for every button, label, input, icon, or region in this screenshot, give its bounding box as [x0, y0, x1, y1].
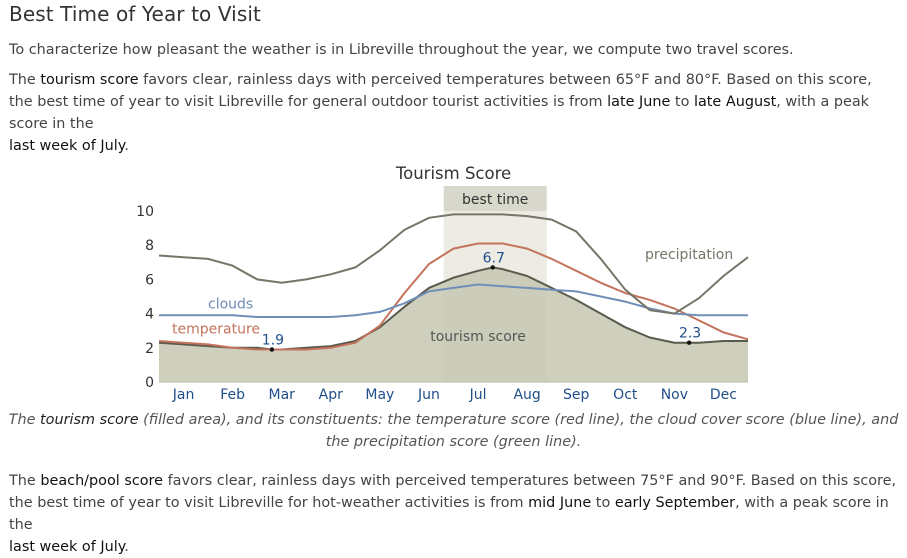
annotation-marker [490, 265, 495, 270]
tourism-score-chart: Tourism Score best time temperature clouds p… [136, 164, 749, 403]
precipitation-series-label: precipitation [645, 247, 733, 263]
clouds-line [159, 283, 748, 318]
caption-score-term: tourism score [40, 412, 139, 428]
tourism-text-4: , with a peak score in the [9, 94, 870, 132]
month-label-jan: Jan [172, 387, 195, 403]
beach-text-4: , with a peak score in the [9, 495, 889, 533]
tourism-peak-date: last week of July [9, 138, 125, 154]
temperature-line [158, 242, 749, 351]
tourism-score-term: tourism score [40, 72, 139, 88]
beach-end-date: early September [614, 495, 736, 511]
best-time-label: best time [462, 192, 528, 208]
month-label-oct: Oct [613, 387, 638, 403]
annotation-label: 2.3 [679, 326, 701, 342]
tourism-text-5: . [124, 138, 129, 154]
tourism-start-date: late June [607, 94, 671, 110]
annotation-label: 1.9 [262, 333, 284, 349]
precipitation-line [158, 213, 749, 315]
section-heading: Best Time of Year to Visit [9, 2, 261, 26]
beach-text-3: to [591, 495, 615, 511]
tourism-score-label: tourism score [430, 329, 526, 345]
clouds-series-label: clouds [208, 296, 253, 312]
tourism-paragraph: The tourism score favors clear, rainless… [9, 69, 899, 157]
annotation-marker [686, 340, 692, 345]
y-tick-label: 8 [145, 238, 154, 254]
tourism-score-area [159, 267, 748, 382]
beach-paragraph: The beach/pool score favors clear, rainl… [9, 470, 899, 558]
beach-text-1: The [9, 473, 41, 489]
chart-caption: The tourism score (filled area), and its… [0, 409, 907, 453]
chart-title: Tourism Score [395, 164, 511, 183]
tourism-text-1: The [9, 72, 41, 88]
month-label-aug: Aug [513, 387, 540, 403]
month-label-feb: Feb [220, 387, 245, 403]
y-tick-label: 2 [145, 341, 154, 357]
month-label-jun: Jun [417, 387, 440, 403]
best-time-header [443, 186, 547, 211]
annotation-marker [269, 347, 275, 352]
annotation-label: 6.7 [483, 250, 505, 266]
beach-text-5: . [124, 539, 129, 555]
month-label-may: May [365, 387, 394, 403]
y-tick-label: 4 [145, 307, 154, 323]
y-tick-label: 6 [145, 272, 154, 288]
tourism-text-2: favors clear, rainless days with perceiv… [9, 72, 872, 110]
tourism-end-date: late August [693, 94, 777, 110]
month-label-mar: Mar [268, 387, 295, 403]
month-label-jul: Jul [469, 387, 487, 403]
caption-text-1: The [8, 412, 41, 428]
y-tick-label: 10 [136, 204, 154, 220]
temperature-series-label: temperature [172, 321, 260, 337]
beach-peak-date: last week of July [9, 539, 125, 555]
intro-paragraph: To characterize how pleasant the weather… [9, 42, 794, 58]
tourism-text-3: to [670, 94, 694, 110]
month-label-dec: Dec [710, 387, 737, 403]
month-label-apr: Apr [319, 387, 343, 403]
month-label-nov: Nov [661, 387, 688, 403]
month-label-sep: Sep [563, 387, 590, 403]
beach-text-2: favors clear, rainless days with perceiv… [9, 473, 897, 511]
y-tick-label: 0 [145, 375, 154, 391]
beach-start-date: mid June [528, 495, 592, 511]
beach-score-term: beach/pool score [40, 473, 164, 489]
caption-text-2: (filled area), and its constituents: the… [138, 412, 899, 450]
